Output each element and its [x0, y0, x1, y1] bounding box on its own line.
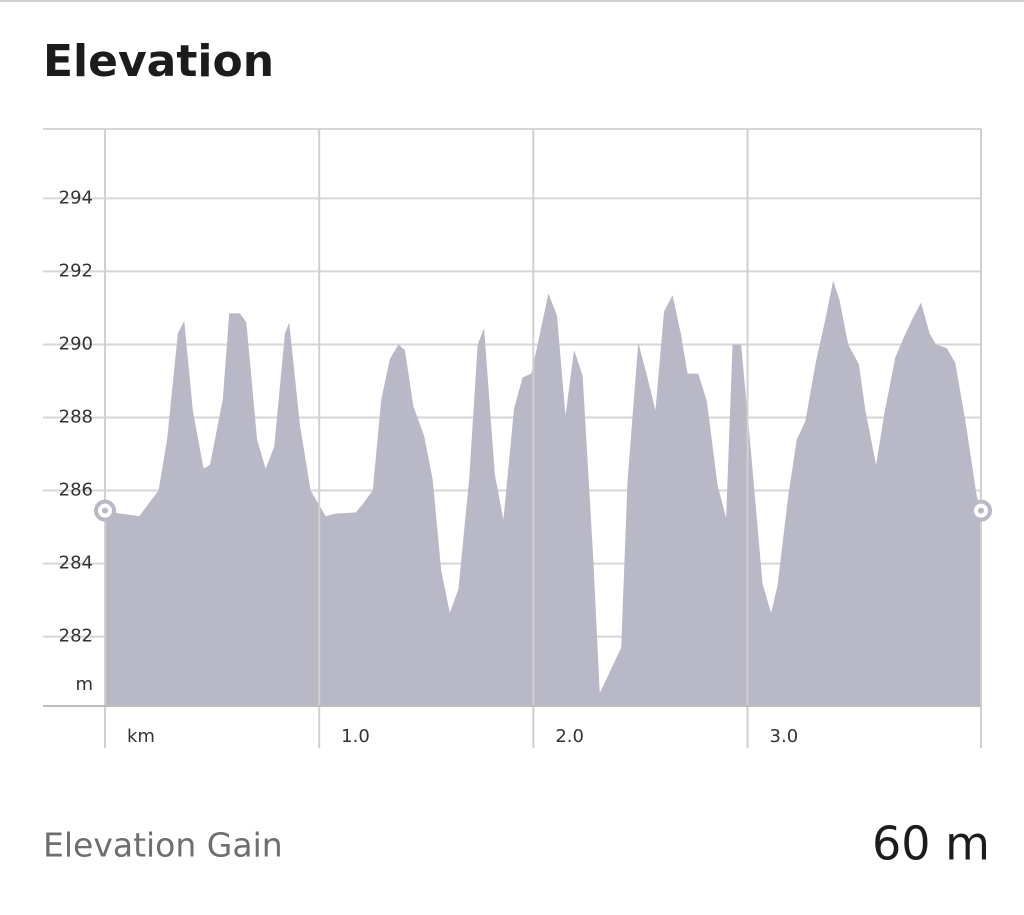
- y-unit: m: [75, 674, 93, 695]
- y-tick-label: 290: [59, 333, 93, 354]
- end-marker-dot: [102, 507, 108, 514]
- elevation-area: [105, 280, 981, 706]
- y-tick-label: 286: [59, 480, 93, 501]
- title: Elevation: [43, 36, 274, 87]
- gain-value: 60 m: [872, 817, 990, 871]
- y-tick-label: 282: [59, 626, 93, 647]
- gain-label: Elevation Gain: [43, 826, 283, 865]
- y-tick-label: 294: [59, 187, 93, 208]
- y-tick-label: 288: [59, 407, 93, 428]
- x-tick-label: 3.0: [770, 726, 799, 747]
- end-marker-dot: [978, 507, 984, 514]
- y-tick-label: 292: [59, 260, 93, 281]
- x-tick-label: km: [127, 726, 155, 747]
- x-tick-label: 1.0: [341, 726, 370, 747]
- y-tick-label: 284: [59, 553, 93, 574]
- x-tick-label: 2.0: [555, 726, 584, 747]
